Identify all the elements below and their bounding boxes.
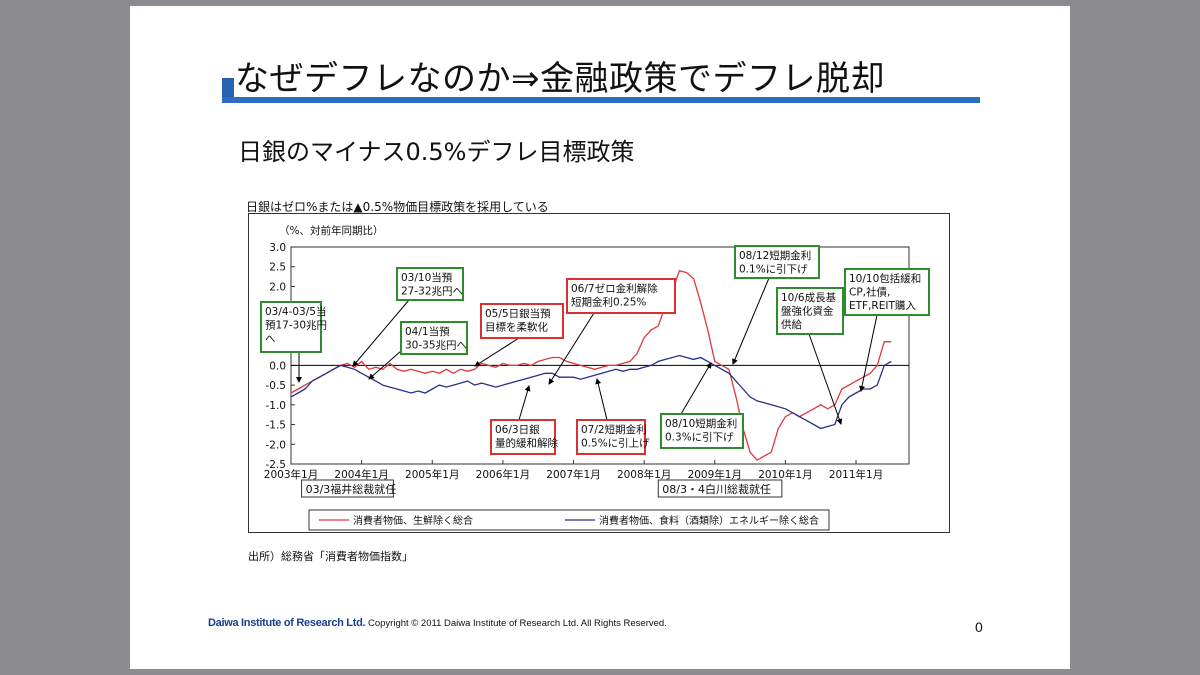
- annotation-text: 27-32兆円へ: [401, 286, 463, 298]
- y-tick-label: -1.5: [266, 420, 287, 432]
- annotation-text: 短期金利0.25%: [571, 296, 646, 309]
- annotation-text: 0.1%に引下げ: [739, 263, 808, 276]
- annotation-text: 03/4-03/5当: [265, 305, 326, 318]
- annotation-box: [776, 287, 844, 335]
- governor-box: [657, 479, 783, 498]
- annotation-box: [490, 419, 556, 455]
- legend-label-1: 消費者物価、生鮮除く総合: [353, 514, 473, 527]
- annotation-text: 04/1当預: [405, 325, 450, 338]
- annotation-text: 盤強化資金: [781, 305, 834, 318]
- governor-label: 08/3・4白川総裁就任: [662, 482, 771, 496]
- slide: なぜデフレなのか⇒金融政策でデフレ脱却 日銀のマイナス0.5%デフレ目標政策 日…: [130, 6, 1070, 669]
- annotation-arrow: [474, 337, 520, 367]
- annotation-box: [396, 267, 464, 301]
- x-tick-label: 2005年1月: [405, 468, 459, 481]
- annotation-text: 30-35兆円へ: [405, 340, 467, 352]
- annotation-box: [576, 419, 646, 455]
- annotation-box: [734, 245, 820, 279]
- y-tick-label: -1.0: [266, 400, 287, 412]
- annotation-text: 08/10短期金利: [665, 417, 737, 430]
- annotation-text: 07/2短期金利: [581, 423, 647, 436]
- company-logo: Daiwa Institute of Research Ltd.: [208, 617, 366, 629]
- series-line-2: [290, 354, 892, 430]
- governor-box: [301, 479, 394, 498]
- annotation-text: 10/6成長基: [781, 291, 837, 304]
- y-tick-label: -2.0: [266, 439, 287, 451]
- annotation-arrow: [859, 314, 878, 392]
- annotation-box: [566, 278, 676, 314]
- annotation-arrow: [680, 362, 712, 415]
- annotation-text: 05/5日銀当預: [485, 307, 551, 320]
- chart-frame: （%、対前年同期比）3.02.52.01.51.00.50.0-0.5-1.0-…: [248, 213, 950, 533]
- annotation-text: CP,社債,: [849, 286, 890, 299]
- annotation-text: ETF,REIT購入: [849, 299, 916, 312]
- annotation-text: 0.3%に引下げ: [665, 431, 734, 444]
- copyright-text: Copyright © 2011 Daiwa Institute of Rese…: [368, 618, 667, 629]
- annotation-text: 量的緩和解除: [495, 437, 558, 450]
- x-tick-label: 2004年1月: [334, 468, 388, 481]
- y-tick-label: 2.0: [269, 281, 286, 293]
- x-tick-label: 2008年1月: [617, 468, 671, 481]
- y-tick-label: -0.5: [266, 380, 287, 392]
- x-tick-label: 2009年1月: [688, 468, 742, 481]
- y-unit-label: （%、対前年同期比）: [279, 224, 383, 237]
- annotation-arrow: [352, 299, 410, 367]
- slide-title: なぜデフレなのか⇒金融政策でデフレ脱却: [235, 59, 885, 99]
- annotation-text: 目標を柔軟化: [485, 321, 548, 334]
- y-tick-label: 3.0: [269, 242, 286, 254]
- annotation-text: 03/10当預: [401, 271, 453, 284]
- title-underline: [222, 97, 980, 103]
- source-note: 出所）総務省「消費者物価指数」: [248, 550, 413, 563]
- title-accent-mark: [222, 78, 234, 102]
- annotation-arrow: [732, 277, 770, 365]
- x-tick-label: 2007年1月: [546, 468, 600, 481]
- plot-area: [290, 246, 910, 465]
- annotation-text: 06/7ゼロ金利解除: [571, 282, 658, 295]
- annotation-text: 08/12短期金利: [739, 249, 811, 262]
- annotation-text: 06/3日銀: [495, 423, 540, 436]
- annotation-arrow: [548, 312, 595, 385]
- y-tick-label: 0.0: [269, 360, 286, 372]
- legend-label-2: 消費者物価、食料（酒類除）エネルギー除く総合: [599, 514, 819, 527]
- annotation-text: 10/10包括緩和: [849, 272, 921, 285]
- annotation-box: [660, 413, 744, 449]
- annotation-text: 0.5%に引上げ: [581, 437, 650, 450]
- annotation-arrow: [808, 333, 843, 425]
- annotation-arrow: [518, 385, 531, 421]
- x-tick-label: 2006年1月: [476, 468, 530, 481]
- chart-caption: 日銀はゼロ%または▲0.5%物価目標政策を採用している: [246, 200, 549, 214]
- slide-subtitle: 日銀のマイナス0.5%デフレ目標政策: [238, 138, 635, 166]
- series-line-1: [290, 269, 892, 461]
- x-tick-label: 2003年1月: [264, 468, 318, 481]
- annotation-arrow: [595, 378, 608, 421]
- y-tick-label: 2.5: [269, 262, 286, 274]
- annotation-text: 供給: [781, 318, 802, 331]
- annotation-box: [844, 268, 930, 316]
- x-tick-label: 2010年1月: [758, 468, 812, 481]
- annotation-box: [400, 321, 468, 355]
- governor-label: 03/3福井総裁就任: [306, 482, 397, 496]
- page-number: 0: [975, 619, 983, 635]
- cpi-line-chart: （%、対前年同期比）3.02.52.01.51.00.50.0-0.5-1.0-…: [260, 224, 930, 531]
- annotation-text: 預17-30兆円: [265, 320, 327, 332]
- annotation-box: [480, 303, 564, 339]
- annotation-box: [260, 301, 322, 353]
- annotation-text: へ: [265, 333, 276, 345]
- x-tick-label: 2011年1月: [829, 468, 883, 481]
- y-tick-label: -2.5: [266, 459, 287, 471]
